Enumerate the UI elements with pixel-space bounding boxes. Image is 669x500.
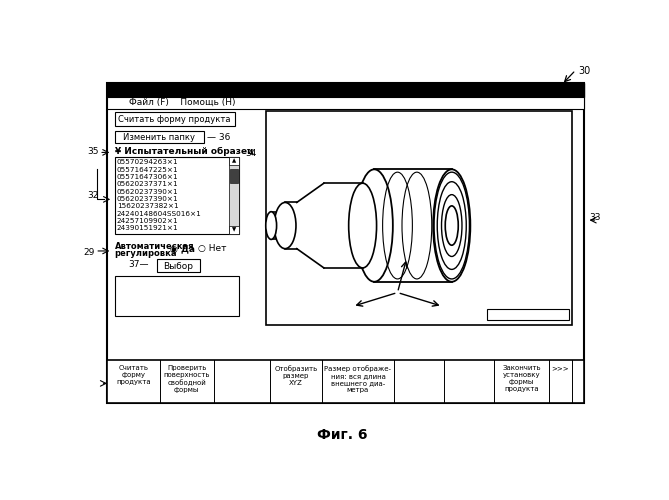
Text: ○ Нет: ○ Нет — [198, 244, 227, 253]
Text: 15620237382×1: 15620237382×1 — [117, 203, 179, 209]
Ellipse shape — [274, 202, 296, 248]
Text: 34: 34 — [245, 150, 256, 158]
Bar — [107, 360, 583, 403]
Text: 29: 29 — [84, 248, 95, 257]
Text: Размер отображе-
ния: вся длина
внешнего диа-
метра: Размер отображе- ния: вся длина внешнего… — [324, 365, 391, 392]
Bar — [114, 157, 239, 234]
Text: Считать
форму
продукта: Считать форму продукта — [116, 365, 151, 385]
Ellipse shape — [349, 183, 377, 268]
Ellipse shape — [356, 170, 393, 282]
Text: 33: 33 — [589, 214, 601, 222]
Text: Проверить
поверхность
свободной
формы: Проверить поверхность свободной формы — [163, 365, 210, 393]
Text: 05571647225×1: 05571647225×1 — [117, 166, 179, 172]
Text: ▼: ▼ — [232, 227, 236, 232]
Text: — 36: — 36 — [207, 132, 230, 141]
Text: Файл (F)    Помощь (H): Файл (F) Помощь (H) — [128, 98, 235, 106]
Text: 05570294263×1: 05570294263×1 — [117, 160, 179, 166]
Text: ▲: ▲ — [232, 158, 236, 163]
Text: 05620237371×1: 05620237371×1 — [117, 182, 179, 188]
Text: регулировка: регулировка — [114, 250, 177, 258]
Bar — [114, 112, 235, 126]
Bar — [157, 258, 200, 272]
Text: 35: 35 — [88, 147, 99, 156]
Text: 30: 30 — [578, 66, 590, 76]
Bar — [107, 83, 583, 97]
Text: Считать форму продукта: Считать форму продукта — [118, 114, 231, 124]
Ellipse shape — [433, 170, 470, 282]
Bar — [107, 83, 583, 402]
Bar — [114, 131, 204, 143]
Text: ¥ Испытательный образец: ¥ Испытательный образец — [114, 147, 254, 156]
Ellipse shape — [266, 212, 276, 240]
Text: Выбор: Выбор — [163, 262, 193, 270]
Text: Фиг. 6: Фиг. 6 — [317, 428, 368, 442]
Text: 24257109902×1: 24257109902×1 — [117, 218, 179, 224]
Bar — [107, 97, 583, 110]
Text: ◉ Да: ◉ Да — [171, 244, 195, 253]
Ellipse shape — [446, 206, 458, 245]
Bar — [230, 170, 238, 183]
Text: 05571647306×1: 05571647306×1 — [117, 174, 179, 180]
Text: Изменить папку: Изменить папку — [123, 133, 195, 142]
Bar — [114, 276, 239, 316]
Bar — [229, 157, 239, 164]
Text: 37—: 37— — [128, 260, 149, 270]
Bar — [229, 226, 239, 234]
Text: 05620237390×1: 05620237390×1 — [117, 196, 179, 202]
Bar — [266, 111, 572, 325]
Text: Автоматическая: Автоматическая — [114, 242, 194, 250]
Text: 24240148604SS016×1: 24240148604SS016×1 — [117, 210, 201, 216]
Bar — [486, 310, 569, 320]
Text: >>>: >>> — [551, 365, 569, 371]
Bar — [229, 157, 239, 234]
Text: Отобразить
размер
XYZ: Отобразить размер XYZ — [274, 365, 318, 386]
Text: 24390151921×1: 24390151921×1 — [117, 225, 179, 231]
Text: Закончить
установку
формы
продукта: Закончить установку формы продукта — [502, 365, 541, 392]
Text: 05620237390×1: 05620237390×1 — [117, 188, 179, 194]
Text: 32: 32 — [88, 191, 99, 200]
